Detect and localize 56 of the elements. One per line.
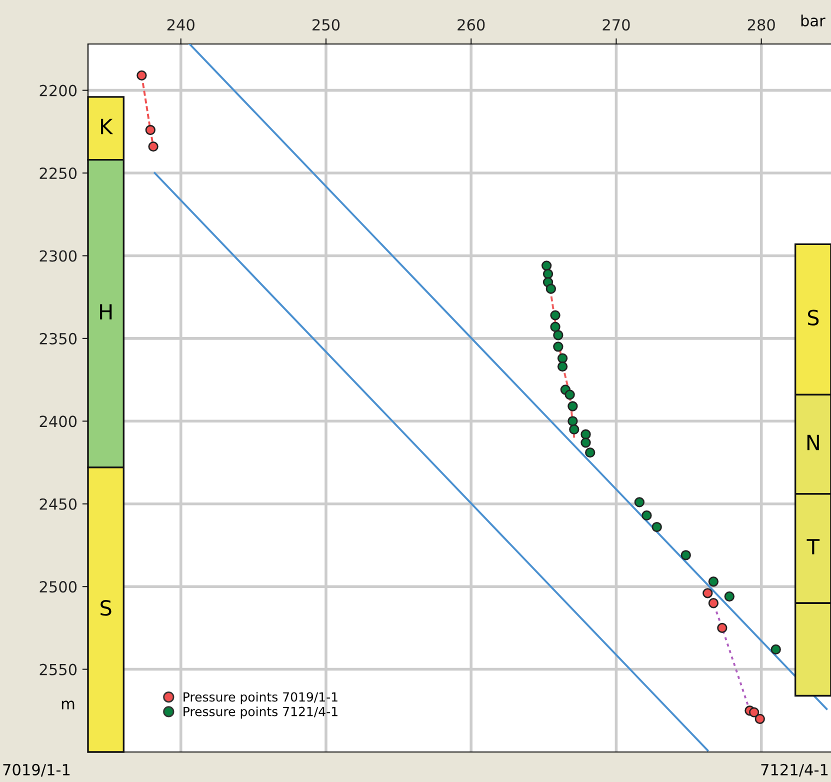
x-tick-label: 280 bbox=[748, 19, 775, 31]
point bbox=[564, 390, 575, 400]
point bbox=[642, 510, 652, 521]
point bbox=[708, 576, 719, 587]
y-tick-label: 2300 bbox=[40, 250, 77, 262]
x-tick-label: 240 bbox=[167, 19, 194, 31]
legend-label: Pressure points 7019/1-1 bbox=[184, 692, 338, 704]
band-label: T bbox=[806, 539, 820, 554]
point bbox=[702, 588, 713, 598]
y-tick-label: 2400 bbox=[40, 416, 77, 428]
text: 7019/1-1 bbox=[3, 764, 70, 777]
point bbox=[542, 268, 554, 280]
point bbox=[708, 598, 719, 608]
point bbox=[553, 330, 564, 340]
point bbox=[569, 424, 580, 435]
x-tick-label: 270 bbox=[602, 19, 630, 31]
x-tick-label: 250 bbox=[312, 19, 340, 31]
point bbox=[148, 141, 158, 152]
point bbox=[580, 429, 591, 440]
point bbox=[550, 322, 560, 332]
point bbox=[557, 353, 568, 364]
y-tick-label: 2250 bbox=[40, 167, 77, 180]
band-label: K bbox=[101, 118, 114, 134]
y-tick-label: 2550 bbox=[40, 664, 77, 676]
x-axis-title: bar bbox=[801, 14, 826, 26]
point bbox=[541, 260, 552, 271]
text: 7121/4-1 bbox=[761, 764, 828, 777]
point bbox=[568, 401, 578, 412]
y-tick-label: 2450 bbox=[40, 498, 77, 510]
point bbox=[634, 497, 645, 508]
point bbox=[550, 310, 560, 320]
point bbox=[580, 438, 591, 448]
point bbox=[717, 622, 728, 634]
point bbox=[680, 550, 691, 560]
band-label: H bbox=[100, 304, 112, 320]
y-tick-label: 2350 bbox=[40, 332, 77, 344]
y-axis-title: m bbox=[62, 700, 74, 710]
point bbox=[652, 522, 662, 532]
point bbox=[585, 448, 596, 458]
point bbox=[770, 644, 781, 655]
point bbox=[546, 284, 556, 294]
legend-label: Pressure points 7121/4-1 bbox=[184, 706, 338, 719]
point bbox=[724, 591, 735, 602]
band-label: S bbox=[100, 600, 112, 616]
point bbox=[568, 416, 578, 426]
point bbox=[553, 342, 564, 352]
band-label: S bbox=[808, 310, 819, 326]
point bbox=[145, 124, 156, 136]
point bbox=[557, 361, 568, 372]
point bbox=[754, 714, 765, 724]
band-label: N bbox=[807, 434, 819, 450]
x-tick-label: 260 bbox=[458, 19, 485, 31]
y-tick-label: 2500 bbox=[40, 581, 77, 593]
y-tick-label: 2200 bbox=[40, 84, 77, 96]
point bbox=[749, 707, 760, 718]
point bbox=[136, 70, 147, 81]
